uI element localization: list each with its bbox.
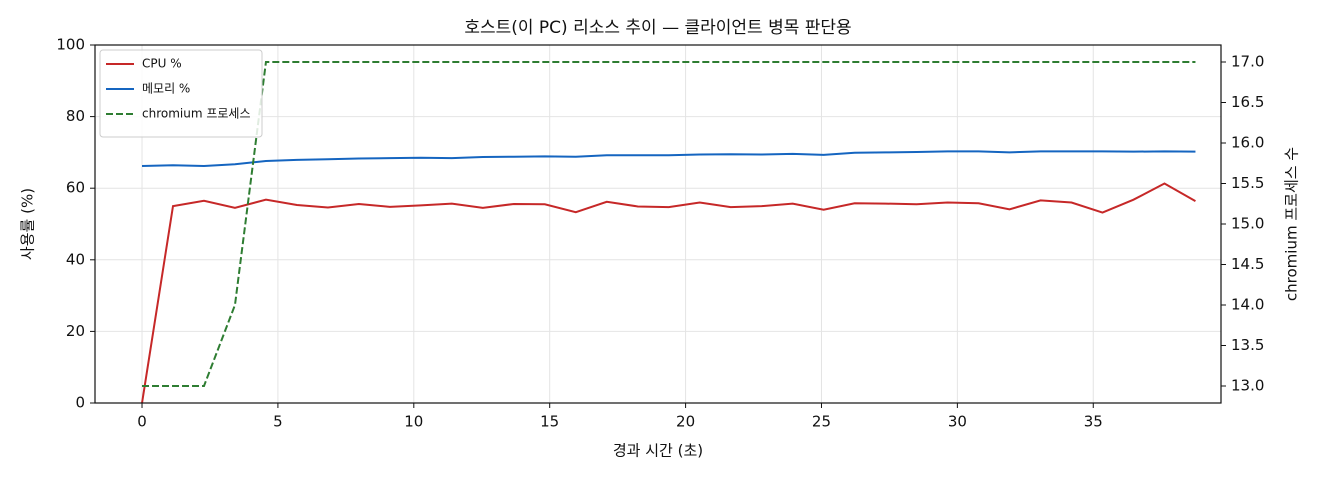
y2-tick-label: 17.0: [1231, 53, 1264, 71]
x-tick-label: 15: [540, 413, 559, 431]
x-tick-label: 35: [1084, 413, 1103, 431]
x-tick-label: 25: [812, 413, 831, 431]
series-line: [142, 61, 1196, 387]
y2-tick-label: 14.5: [1231, 255, 1264, 273]
legend-label: CPU %: [142, 57, 182, 71]
y-tick-label: 100: [56, 36, 85, 54]
y2-tick-label: 16.5: [1231, 93, 1264, 111]
y2-tick-label: 15.0: [1231, 215, 1264, 233]
x-tick-label: 20: [676, 413, 695, 431]
x-tick-label: 5: [273, 413, 283, 431]
y2-tick-label: 13.5: [1231, 336, 1264, 354]
legend-label: chromium 프로세스: [142, 107, 251, 121]
x-tick-label: 10: [404, 413, 423, 431]
legend: CPU % 메모리 % chromium 프로세스: [99, 49, 263, 138]
y-tick-label: 40: [66, 250, 85, 268]
y-axis-label: 사용률 (%): [19, 188, 37, 260]
x-tick-label: 0: [137, 413, 147, 431]
y2-tick-label: 14.0: [1231, 295, 1264, 313]
plot-frame: [94, 44, 1222, 404]
y2-axis-label: chromium 프로세스 수: [1283, 147, 1301, 301]
y-tick-label: 60: [66, 179, 85, 197]
x-axis-label: 경과 시간 (초): [613, 442, 703, 460]
legend-box: [99, 49, 263, 138]
y-tick-label: 20: [66, 322, 85, 340]
series-line: [141, 182, 1196, 404]
y2-tick-label: 15.5: [1231, 174, 1264, 192]
chart-title: 호스트(이 PC) 리소스 추이 — 클라이언트 병목 판단용: [464, 18, 851, 38]
y-tick-label: 80: [66, 107, 85, 125]
y-tick-label: 0: [75, 394, 85, 412]
y2-tick-label: 13.0: [1231, 376, 1264, 394]
y2-tick-label: 16.0: [1231, 134, 1264, 152]
series-line: [141, 150, 1196, 168]
x-tick-label: 30: [948, 413, 967, 431]
legend-label: 메모리 %: [142, 82, 190, 96]
